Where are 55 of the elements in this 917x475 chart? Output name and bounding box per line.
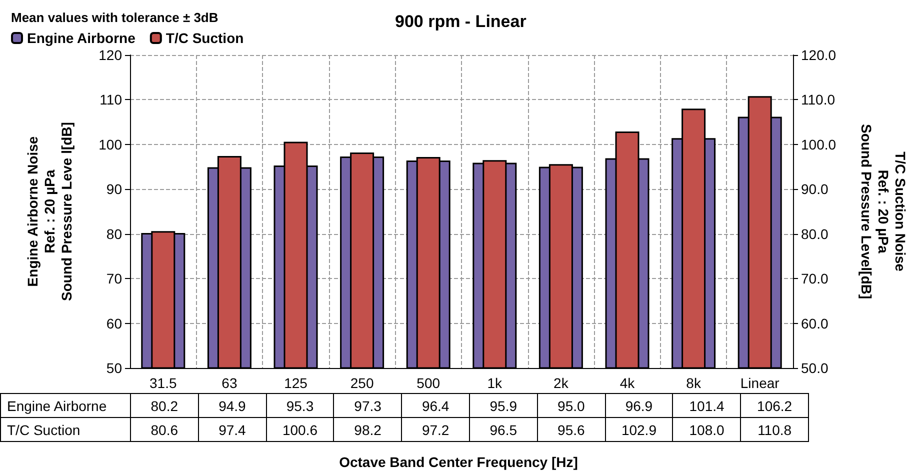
data-label: 95.3 [266, 394, 334, 418]
data-label: 95.9 [469, 394, 538, 418]
data-label: 94.9 [198, 394, 266, 418]
y-tick-label: 80 [106, 226, 122, 242]
x-axis-title: Octave Band Center Frequency [Hz] [338, 454, 579, 470]
text: T/C Suction [7, 422, 80, 438]
legend-label: Engine Airborne [27, 30, 136, 46]
y2-tick-label: 100.0 [801, 136, 836, 152]
x-tick-label: 2k [554, 375, 570, 391]
x-tick-label: 125 [284, 375, 308, 391]
x-tick-label: 250 [350, 375, 374, 391]
data-label: 97.4 [198, 418, 266, 442]
data-label: 96.4 [402, 394, 470, 418]
data-label: 96.9 [605, 394, 673, 418]
data-label: 97.3 [334, 394, 402, 418]
y2-tick-label: 50.0 [801, 360, 828, 376]
data-label: 80.2 [130, 394, 198, 418]
data-label: 95.6 [537, 418, 606, 442]
legend-label: T/C Suction [166, 30, 244, 46]
y-tick-label: 120 [98, 47, 122, 63]
y2-tick-label: 120.0 [801, 47, 836, 63]
legend-title: Mean values with tolerance ± 3dB [11, 10, 218, 25]
y-tick-label: 70 [106, 270, 122, 287]
data-label: 108.0 [672, 418, 741, 442]
y2-tick-label: 70.0 [801, 270, 828, 287]
y2-tick-label: 90.0 [801, 181, 828, 198]
chart-title: 900 rpm - Linear [395, 12, 527, 31]
y2-axis-title: T/C Suction Noise Ref. : 20 µPa Sound Pressure Level[dB] [858, 124, 908, 300]
x-tick-label: 31.5 [150, 375, 177, 391]
y-tick-label: 50 [106, 360, 122, 376]
data-label: 95.0 [537, 394, 606, 418]
y-tick-label: 60 [106, 315, 122, 332]
x-tick-label: 63 [222, 375, 238, 391]
y-axis-title: Engine Airborne Noise Ref. : 20 µPa Sound Pressure Leve l[dB] [24, 122, 74, 301]
data-label: 100.6 [266, 418, 334, 442]
y2-tick-label: 80.0 [801, 226, 828, 242]
x-tick-label: Linear [740, 375, 780, 391]
x-tick-label: 4k [620, 375, 636, 391]
y-tick-label: 100 [98, 136, 122, 152]
data-label: 101.4 [672, 394, 741, 418]
data-label: 98.2 [334, 418, 402, 442]
y2-tick-label: 110.0 [801, 92, 836, 108]
data-label: 80.6 [130, 418, 198, 442]
data-label: 102.9 [605, 418, 673, 442]
data-label: 110.8 [740, 418, 808, 442]
x-tick-label: 1k [487, 375, 504, 391]
data-label: 97.2 [402, 418, 470, 442]
text: Engine Airborne [7, 398, 107, 414]
x-tick-label: 8k [686, 375, 702, 391]
y-tick-label: 110 [100, 92, 122, 108]
x-tick-label: 500 [416, 375, 440, 391]
y2-tick-label: 60.0 [801, 315, 828, 332]
data-label: 106.2 [740, 394, 808, 418]
y-tick-label: 90 [106, 181, 122, 198]
data-label: 96.5 [469, 418, 538, 442]
